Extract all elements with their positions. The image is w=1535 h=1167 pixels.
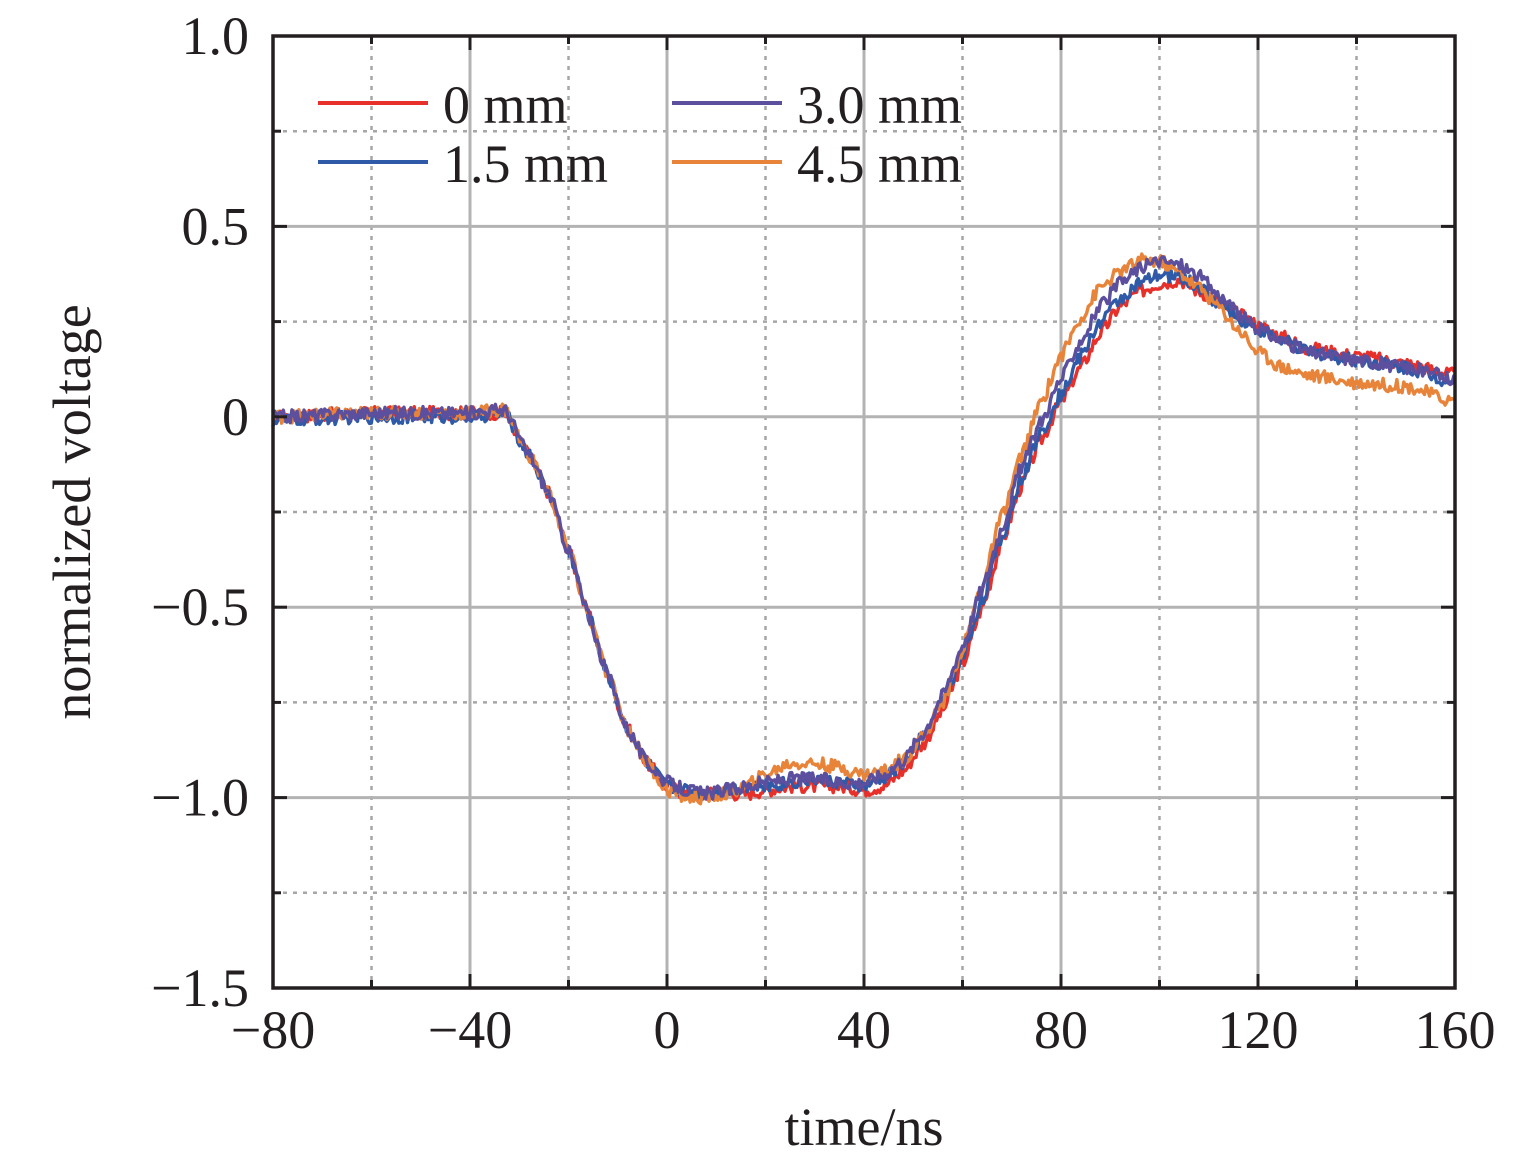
x-tick-label: 0 [654,1000,681,1060]
legend: 0 mm1.5 mm 3.0 mm4.5 mm [318,75,962,194]
x-tick-label: −80 [231,1000,315,1060]
x-tick-label: 80 [1034,1000,1088,1060]
y-tick-label: −1.5 [151,958,249,1018]
x-axis-title: time/ns [785,1097,944,1157]
y-tick-label: 0.5 [182,196,250,256]
legend-label: 3.0 mm [797,75,962,135]
y-axis-title: normalized voltage [42,304,102,719]
series-lines [271,252,1456,806]
x-tick-label: 160 [1415,1000,1496,1060]
y-tick-label: 1.0 [182,6,250,66]
legend-label: 4.5 mm [797,134,962,194]
x-tick-labels: −80 −40 0 40 80 120 160 [231,1000,1496,1060]
y-tick-label: −1.0 [151,768,249,828]
legend-label: 1.5 mm [443,134,608,194]
y-tick-labels: 1.0 0.5 0 −0.5 −1.0 −1.5 [151,6,249,1018]
y-tick-label: −0.5 [151,577,249,637]
y-tick-label: 0 [222,387,249,447]
x-tick-label: 40 [837,1000,891,1060]
series-line-3-0-mm [271,255,1456,801]
x-tick-label: −40 [428,1000,512,1060]
axis-ticks [271,34,1457,990]
x-tick-label: 120 [1218,1000,1299,1060]
legend-label: 0 mm [443,75,568,135]
